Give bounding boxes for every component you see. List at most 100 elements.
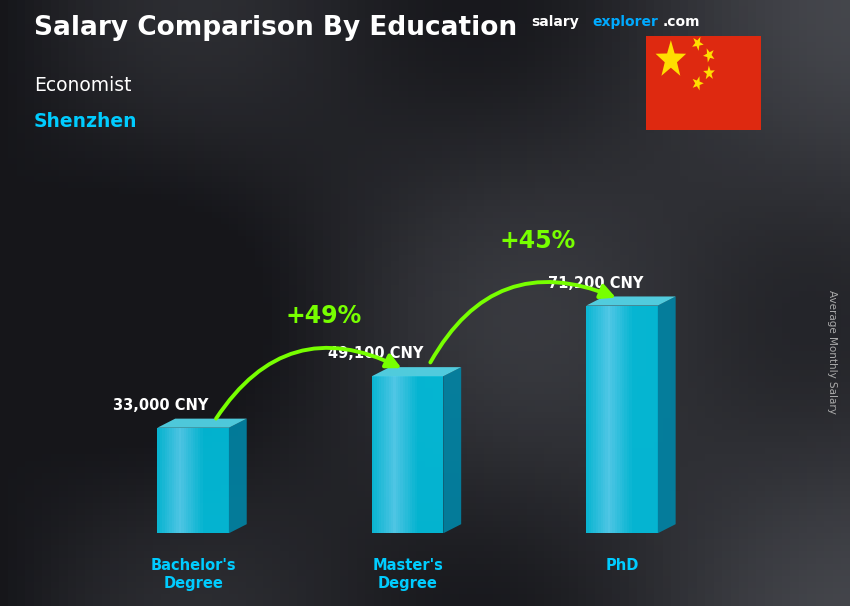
Polygon shape	[198, 428, 201, 533]
Polygon shape	[432, 376, 434, 533]
Polygon shape	[703, 48, 714, 62]
Polygon shape	[638, 305, 641, 533]
Polygon shape	[174, 428, 177, 533]
Text: +45%: +45%	[500, 229, 576, 253]
Polygon shape	[655, 40, 686, 76]
Polygon shape	[439, 376, 441, 533]
FancyArrowPatch shape	[430, 282, 612, 362]
Polygon shape	[622, 305, 625, 533]
Polygon shape	[388, 376, 391, 533]
Polygon shape	[184, 428, 186, 533]
Polygon shape	[162, 428, 165, 533]
Polygon shape	[434, 376, 436, 533]
Polygon shape	[436, 376, 439, 533]
Text: explorer: explorer	[592, 15, 658, 29]
Polygon shape	[189, 428, 190, 533]
Polygon shape	[586, 305, 589, 533]
Text: 33,000 CNY: 33,000 CNY	[113, 398, 208, 413]
Polygon shape	[391, 376, 394, 533]
Polygon shape	[186, 428, 189, 533]
Polygon shape	[224, 428, 226, 533]
Polygon shape	[637, 305, 638, 533]
Polygon shape	[395, 376, 398, 533]
Polygon shape	[371, 376, 374, 533]
Polygon shape	[379, 376, 382, 533]
Polygon shape	[383, 376, 386, 533]
Polygon shape	[429, 376, 432, 533]
Polygon shape	[703, 65, 715, 79]
Polygon shape	[181, 428, 184, 533]
Polygon shape	[165, 428, 167, 533]
Text: Salary Comparison By Education: Salary Comparison By Education	[34, 15, 517, 41]
Polygon shape	[641, 305, 643, 533]
Polygon shape	[157, 428, 160, 533]
Polygon shape	[625, 305, 626, 533]
FancyBboxPatch shape	[646, 36, 761, 130]
Polygon shape	[626, 305, 629, 533]
Polygon shape	[400, 376, 403, 533]
Polygon shape	[177, 428, 178, 533]
Polygon shape	[601, 305, 603, 533]
Text: 49,100 CNY: 49,100 CNY	[328, 347, 423, 361]
Polygon shape	[617, 305, 620, 533]
Polygon shape	[593, 305, 596, 533]
Polygon shape	[172, 428, 174, 533]
Polygon shape	[382, 376, 383, 533]
Text: Master's
Degree: Master's Degree	[372, 558, 443, 591]
Polygon shape	[415, 376, 417, 533]
Polygon shape	[169, 428, 172, 533]
Polygon shape	[649, 305, 650, 533]
Polygon shape	[422, 376, 424, 533]
Polygon shape	[386, 376, 388, 533]
Polygon shape	[591, 305, 593, 533]
FancyArrowPatch shape	[216, 348, 398, 419]
Polygon shape	[229, 419, 246, 533]
Polygon shape	[596, 305, 598, 533]
Polygon shape	[214, 428, 217, 533]
Text: 71,200 CNY: 71,200 CNY	[547, 276, 643, 291]
Polygon shape	[643, 305, 646, 533]
Polygon shape	[405, 376, 407, 533]
Polygon shape	[212, 428, 214, 533]
Polygon shape	[210, 428, 212, 533]
Polygon shape	[424, 376, 427, 533]
Polygon shape	[374, 376, 377, 533]
Polygon shape	[605, 305, 608, 533]
Polygon shape	[205, 428, 207, 533]
Polygon shape	[193, 428, 196, 533]
Polygon shape	[219, 428, 222, 533]
Polygon shape	[410, 376, 412, 533]
Polygon shape	[217, 428, 219, 533]
Polygon shape	[222, 428, 224, 533]
Polygon shape	[407, 376, 410, 533]
Polygon shape	[412, 376, 415, 533]
Polygon shape	[398, 376, 400, 533]
Polygon shape	[403, 376, 405, 533]
Polygon shape	[620, 305, 622, 533]
Polygon shape	[394, 376, 395, 533]
Polygon shape	[441, 376, 444, 533]
Polygon shape	[646, 305, 649, 533]
Polygon shape	[420, 376, 422, 533]
Text: salary: salary	[531, 15, 579, 29]
Polygon shape	[201, 428, 202, 533]
Polygon shape	[629, 305, 632, 533]
Polygon shape	[608, 305, 610, 533]
Polygon shape	[207, 428, 210, 533]
Text: .com: .com	[662, 15, 700, 29]
Polygon shape	[444, 367, 462, 533]
Polygon shape	[655, 305, 658, 533]
Text: Bachelor's
Degree: Bachelor's Degree	[150, 558, 236, 591]
Polygon shape	[632, 305, 634, 533]
Polygon shape	[190, 428, 193, 533]
Polygon shape	[658, 296, 676, 533]
Polygon shape	[634, 305, 637, 533]
Polygon shape	[178, 428, 181, 533]
Text: Economist: Economist	[34, 76, 132, 95]
Polygon shape	[615, 305, 617, 533]
Polygon shape	[650, 305, 653, 533]
Polygon shape	[692, 37, 704, 51]
Polygon shape	[693, 76, 704, 90]
Polygon shape	[427, 376, 429, 533]
Polygon shape	[610, 305, 613, 533]
